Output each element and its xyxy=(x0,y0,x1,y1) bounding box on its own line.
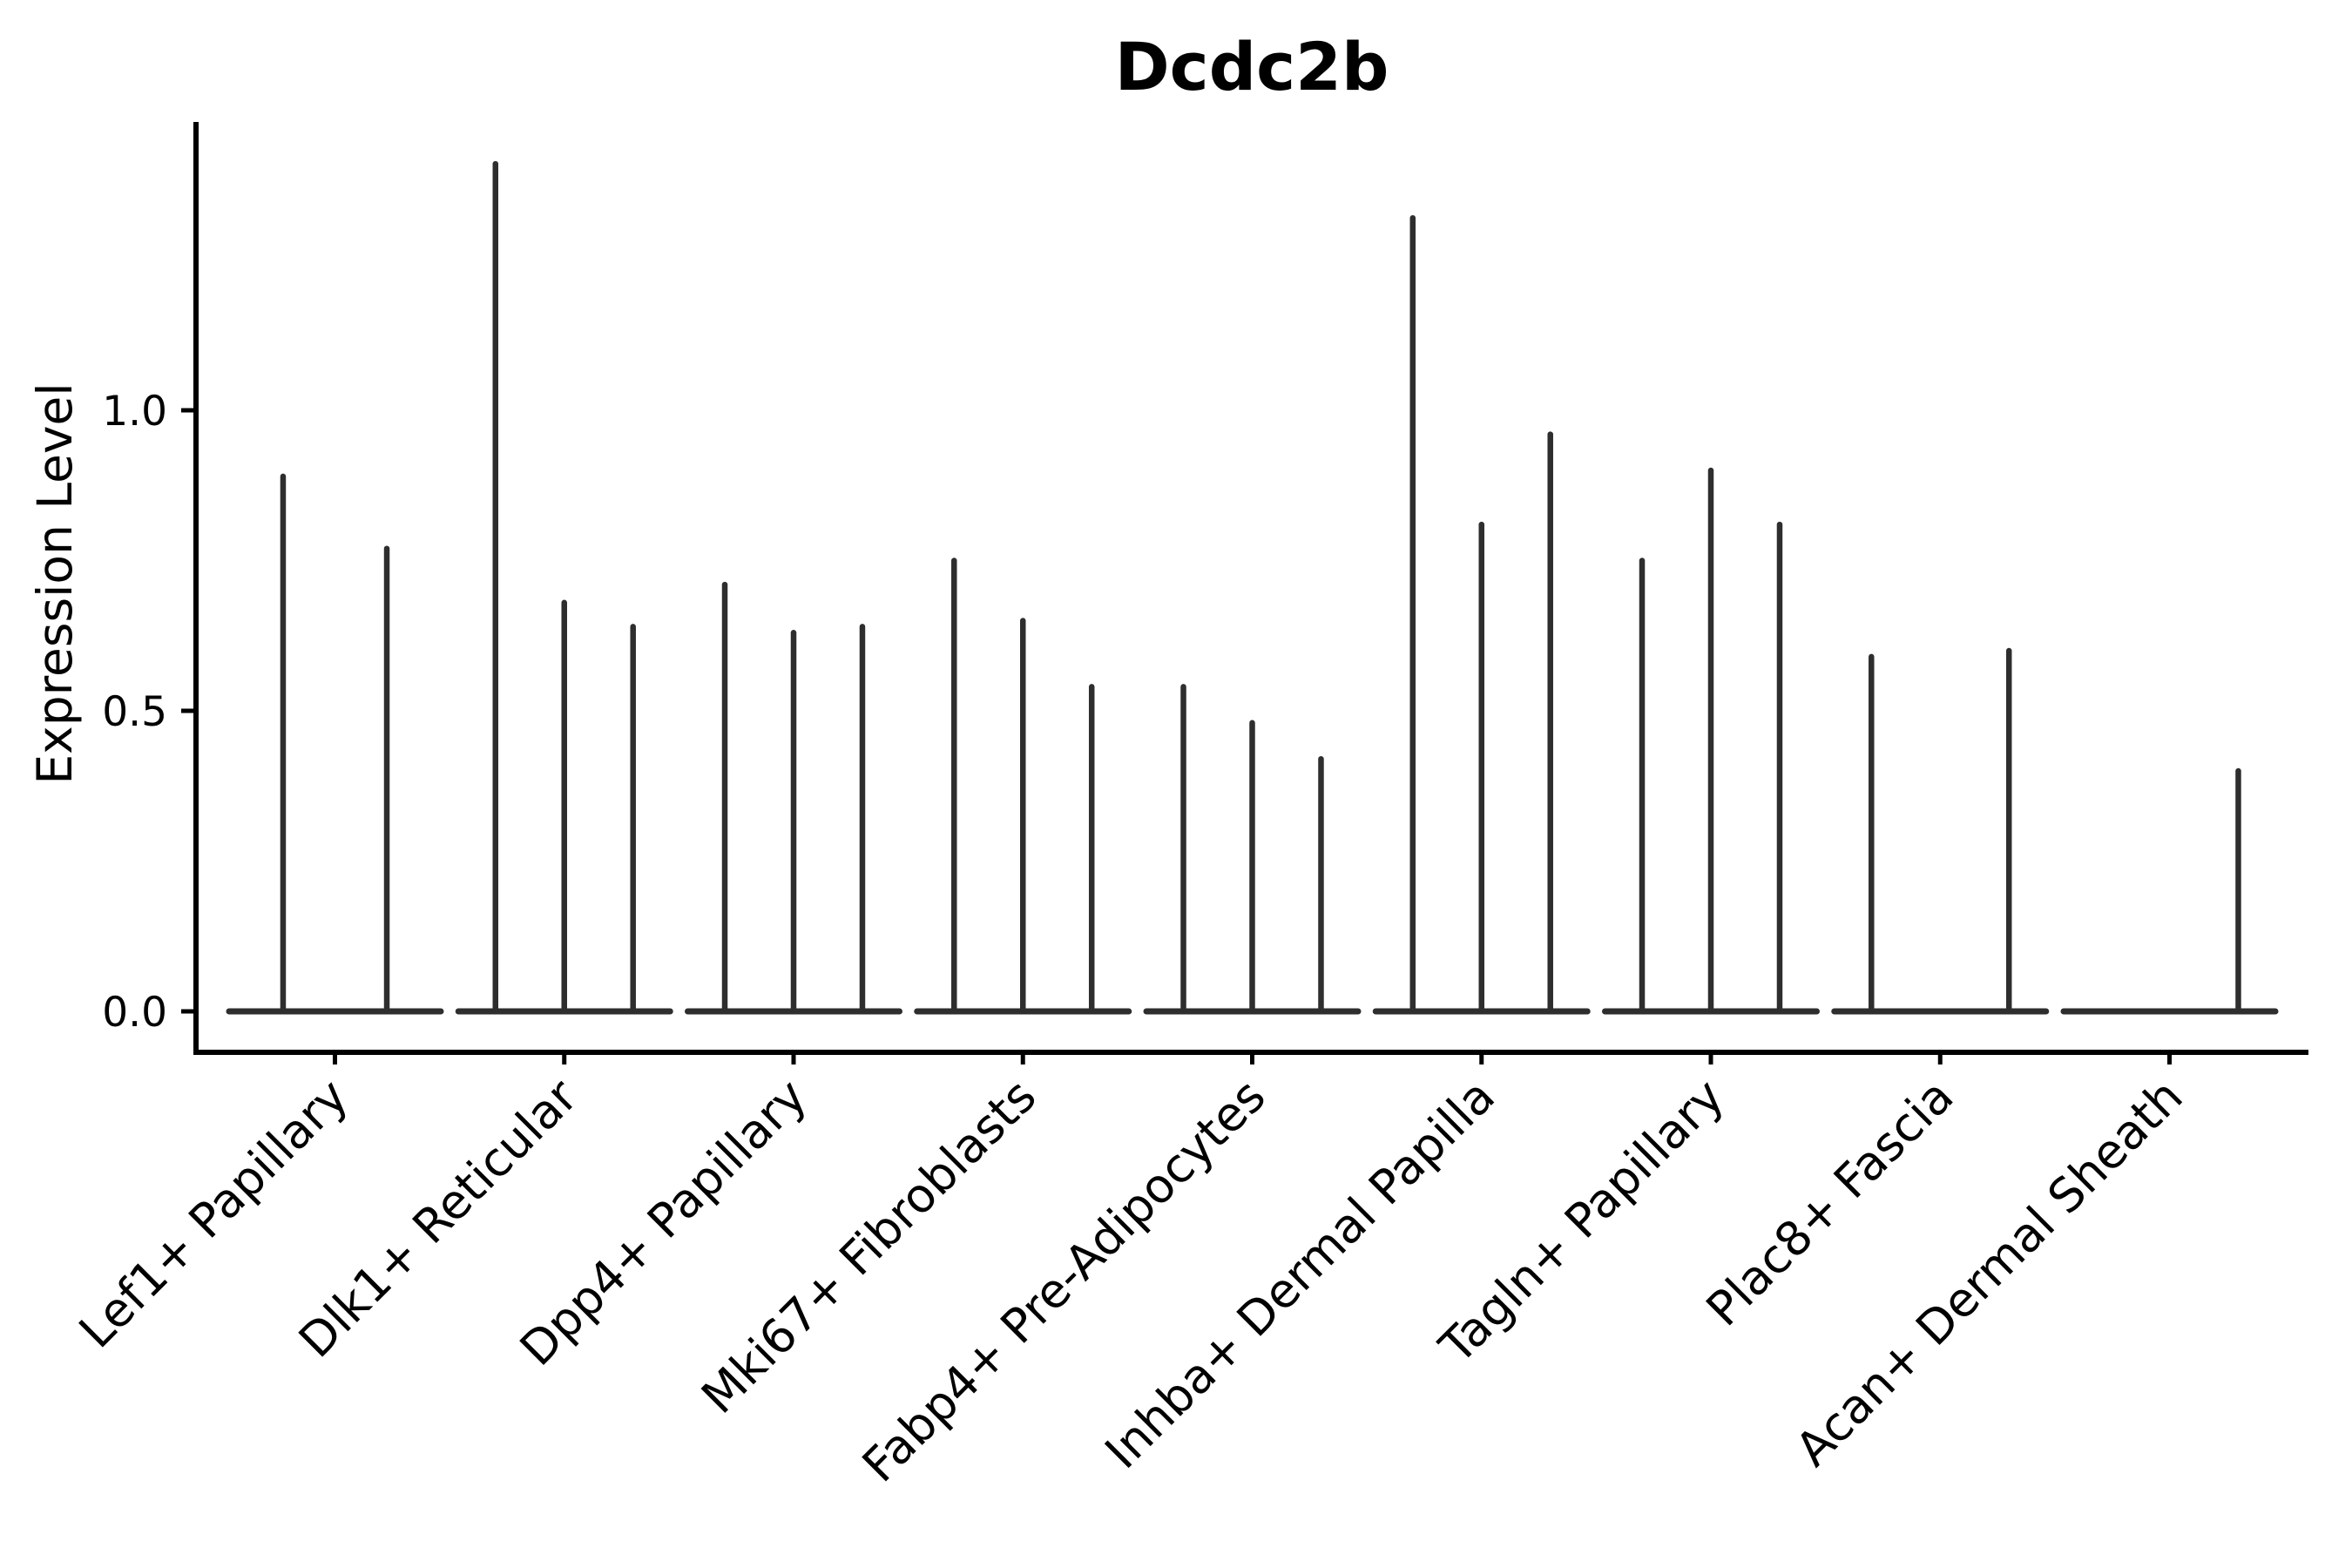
y-axis-label: Expression Level xyxy=(27,382,83,784)
x-tick-label: Acan+ Dermal Sheath xyxy=(1785,1069,2193,1477)
y-axis-ticks: 0.0 0.5 1.0 xyxy=(102,388,196,1037)
x-tick-label: Fabp4+ Pre-Adipocytes xyxy=(852,1069,1276,1493)
x-tick-label: Plac8+ Fascia xyxy=(1696,1069,1964,1337)
violin-bodies xyxy=(226,160,2279,1015)
chart-title: Dcdc2b xyxy=(1115,28,1389,105)
y-tick-label: 1.0 xyxy=(102,388,167,436)
y-tick-label: 0.0 xyxy=(102,989,167,1037)
x-tick-label: Inhba+ Dermal Papilla xyxy=(1095,1069,1505,1479)
y-tick-label: 0.5 xyxy=(102,688,167,736)
